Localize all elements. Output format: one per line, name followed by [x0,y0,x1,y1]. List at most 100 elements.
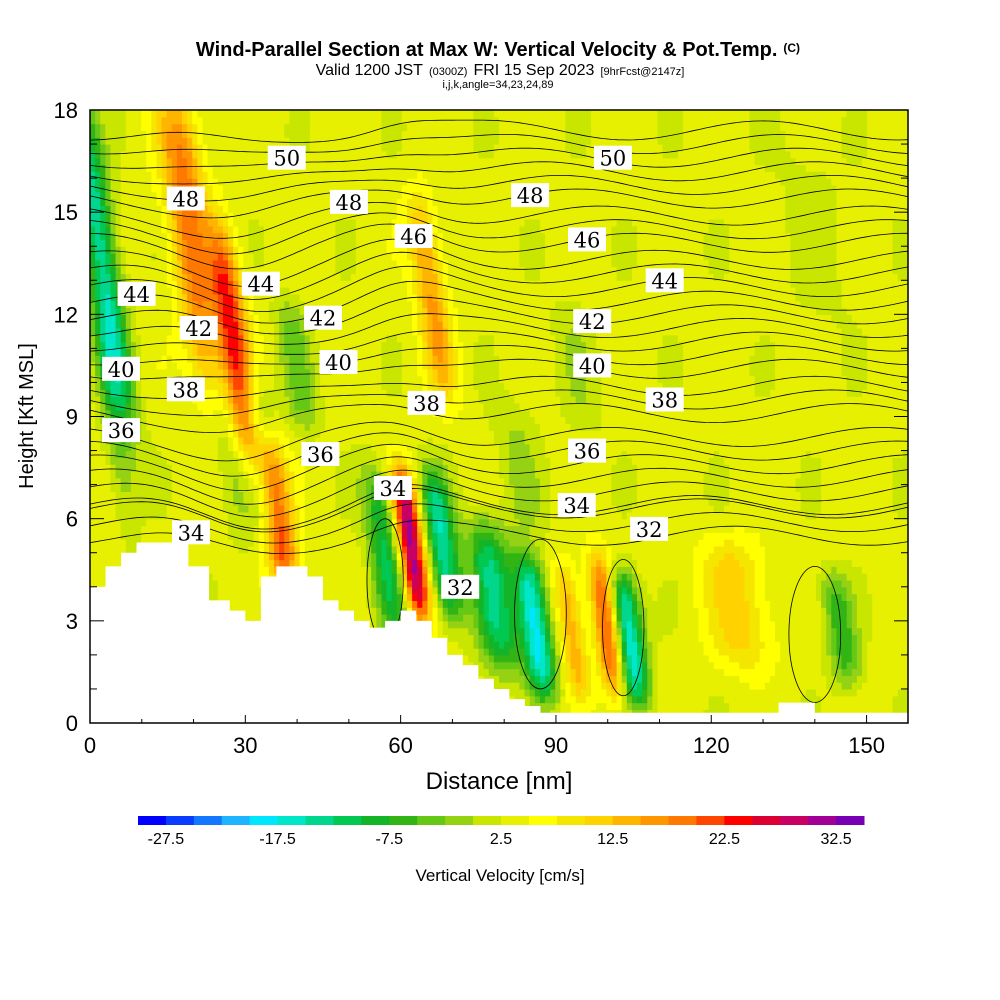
heatmap-cell [606,600,613,608]
heatmap-cell [519,688,526,697]
heatmap-cell [897,695,904,704]
heatmap-cell [580,579,587,588]
heatmap-cell [718,620,725,629]
heatmap-cell [325,518,331,527]
heatmap-cell [360,518,367,527]
heatmap-cell [657,573,664,581]
heatmap-cell [263,545,270,554]
heatmap-cell [320,539,326,547]
heatmap-cell [846,695,853,704]
heatmap-cell [790,614,797,622]
heatmap-cell [248,532,255,540]
heatmap-cell [580,668,587,676]
heatmap-cell [596,627,602,636]
heatmap-cell [243,552,250,561]
heatmap-cell [345,518,352,527]
heatmap-cell [872,586,878,595]
heatmap-cell [509,573,515,581]
heatmap-cell [759,627,766,636]
heatmap-cell [376,511,383,520]
heatmap-cell [785,539,792,547]
heatmap-cell [412,518,418,527]
heatmap-cell [708,688,715,697]
heatmap-cell [545,634,551,642]
heatmap-cell [100,579,106,588]
heatmap-cell [882,566,889,574]
heatmap-cell [478,600,485,608]
heatmap-cell [585,634,592,642]
heatmap-cell [810,559,817,567]
heatmap-cell [713,688,720,697]
heatmap-cell [120,505,127,513]
heatmap-cell [228,518,234,527]
heatmap-cell [887,641,894,649]
heatmap-cell [565,573,572,581]
heatmap-cell [815,641,822,649]
heatmap-cell [371,539,377,547]
heatmap-cell [570,518,577,527]
heatmap-cell [616,702,623,710]
heatmap-cell [534,695,541,704]
heatmap-cell [647,702,653,710]
heatmap-cell [688,702,694,710]
heatmap-cell [810,566,817,574]
heatmap-cell [861,695,868,704]
heatmap-cell [560,579,567,588]
heatmap-cell [463,545,469,554]
heatmap-cell [212,559,219,567]
heatmap-cell [683,566,689,574]
heatmap-cell [790,661,797,670]
heatmap-cell [805,614,812,622]
heatmap-cell [877,525,884,533]
heatmap-cell [417,573,423,581]
heatmap-cell [263,552,270,561]
heatmap-cell [146,532,152,540]
heatmap-cell [458,552,464,561]
heatmap-cell [488,545,495,554]
heatmap-cell [872,627,878,636]
heatmap-cell [529,661,536,670]
heatmap-cell [739,648,745,656]
heatmap-cell [795,511,802,520]
heatmap-cell [360,545,367,554]
heatmap-cell [458,641,464,649]
heatmap-cell [754,559,761,567]
heatmap-cell [877,532,884,540]
heatmap-cell [780,661,786,670]
heatmap-cell [688,627,694,636]
heatmap-cell [754,648,761,656]
heatmap-cell [355,545,362,554]
heatmap-cell [672,593,679,601]
heatmap-cell [391,566,398,574]
heatmap-cell [882,518,889,527]
heatmap-cell [821,545,827,554]
heatmap-cell [483,620,490,629]
heatmap-cell [115,525,122,533]
heatmap-cell [488,648,495,656]
heatmap-cell [815,539,822,547]
heatmap-cell [836,634,843,642]
heatmap-cell [754,668,761,676]
heatmap-cell [151,532,158,540]
heatmap-cell [744,661,751,670]
heatmap-cell [580,634,587,642]
heatmap-cell [488,566,495,574]
heatmap-cell [550,668,556,676]
heatmap-cell [115,539,122,547]
heatmap-cell [560,661,567,670]
heatmap-cell [846,620,853,629]
heatmap-cell [718,545,725,554]
heatmap-cell [657,614,664,622]
heatmap-cell [422,593,429,601]
heatmap-cell [785,688,792,697]
heatmap-cell [192,552,198,561]
heatmap-cell [708,641,715,649]
heatmap-cell [621,682,628,690]
heatmap-cell [136,505,142,513]
heatmap-cell [320,552,326,561]
heatmap-cell [340,586,347,595]
heatmap-cell [795,559,802,567]
heatmap-cell [585,627,592,636]
heatmap-cell [652,627,659,636]
heatmap-cell [902,620,908,629]
